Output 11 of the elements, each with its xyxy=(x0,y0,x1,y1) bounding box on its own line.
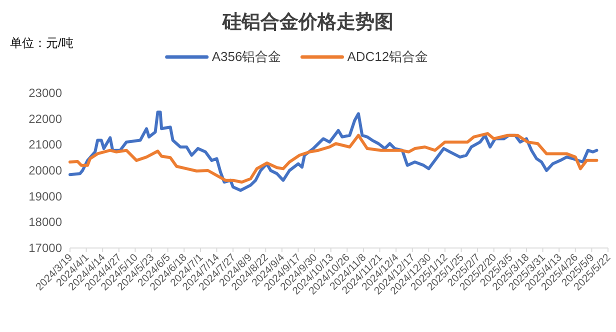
y-tick-label: 18000 xyxy=(28,215,62,230)
y-tick-label: 19000 xyxy=(28,189,62,204)
y-axis-title: 单位：元/吨 xyxy=(10,36,74,50)
y-tick-label: 22000 xyxy=(28,112,62,126)
y-tick-label: 23000 xyxy=(28,86,62,100)
y-tick-label: 20000 xyxy=(28,164,62,178)
legend-label: A356铝合金 xyxy=(212,49,282,64)
chart-title: 硅铝合金价格走势图 xyxy=(222,11,394,33)
legend-label: ADC12铝合金 xyxy=(347,49,428,64)
y-tick-label: 17000 xyxy=(28,241,62,255)
y-tick-label: 21000 xyxy=(28,138,62,152)
